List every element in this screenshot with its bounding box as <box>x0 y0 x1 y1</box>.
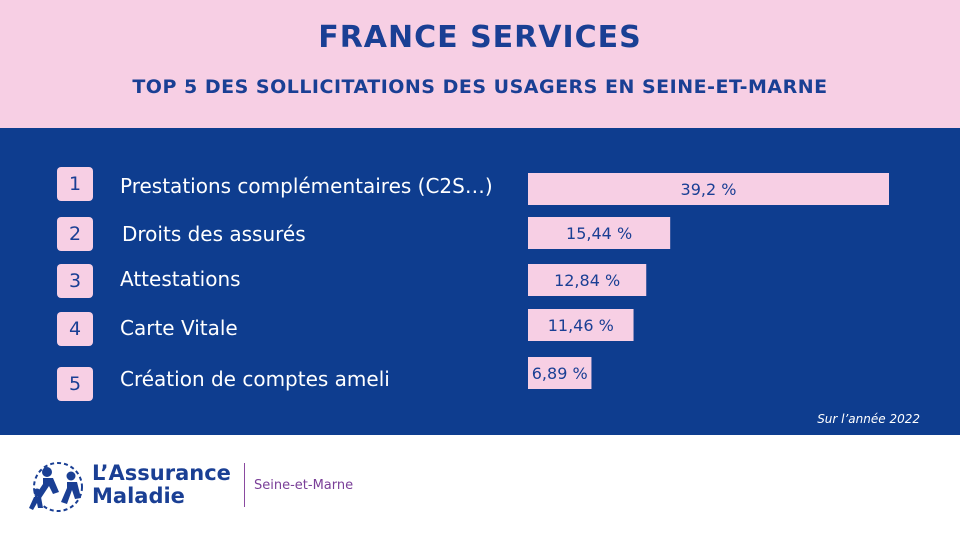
brand-name: L’Assurance Maladie <box>92 462 231 508</box>
bar-1 <box>528 173 889 205</box>
bar-chart: 39,2 % 15,44 % 12,84 % 11,46 % 6,89 % <box>528 173 889 389</box>
category-label-5: Création de comptes ameli <box>120 367 390 391</box>
bar-value-label-5: 6,89 % <box>532 364 588 383</box>
rank-badge-4: 4 <box>57 312 93 346</box>
bar-value-label-2: 15,44 % <box>566 224 632 243</box>
page-subtitle: TOP 5 DES SOLLICITATIONS DES USAGERS EN … <box>132 76 828 98</box>
assurance-maladie-logo-icon <box>29 462 83 512</box>
category-label-1: Prestations complémentaires (C2S…) <box>120 174 493 198</box>
header-banner: FRANCE SERVICES TOP 5 DES SOLLICITATIONS… <box>0 0 960 128</box>
category-label-4: Carte Vitale <box>120 316 238 340</box>
bar-5 <box>528 357 592 389</box>
rank-badge-1: 1 <box>57 167 93 201</box>
footer-divider <box>244 463 245 507</box>
rank-badge-3: 3 <box>57 264 93 298</box>
brand-line-1: L’Assurance <box>92 461 231 485</box>
footer <box>0 435 960 540</box>
footnote-period: Sur l’année 2022 <box>817 412 920 426</box>
bar-value-label-4: 11,46 % <box>548 316 614 335</box>
rank-badge-5: 5 <box>57 367 93 401</box>
page-title: FRANCE SERVICES <box>318 20 642 55</box>
bar-4 <box>528 309 634 341</box>
department-label: Seine-et-Marne <box>254 478 354 493</box>
bar-3 <box>528 264 647 296</box>
category-label-3: Attestations <box>120 267 241 291</box>
bar-2 <box>528 217 671 249</box>
brand-line-2: Maladie <box>92 484 185 508</box>
bar-value-label-3: 12,84 % <box>554 271 620 290</box>
category-label-2: Droits des assurés <box>122 222 306 246</box>
rank-badge-2: 2 <box>57 217 93 251</box>
bar-value-label-1: 39,2 % <box>681 180 737 199</box>
